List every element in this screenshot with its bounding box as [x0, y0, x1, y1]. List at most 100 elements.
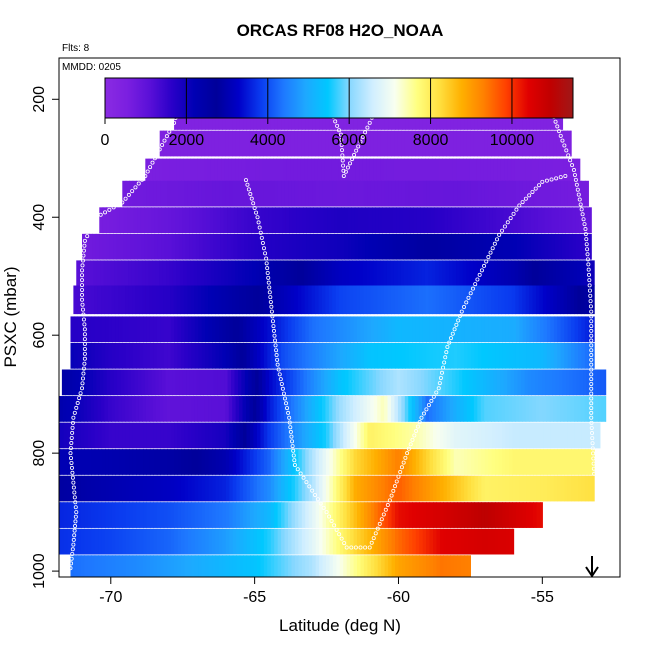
- x-tick-label: -65: [243, 589, 266, 606]
- heat-cell: [317, 158, 322, 182]
- heat-cell: [191, 180, 196, 207]
- heat-cell: [518, 260, 523, 287]
- heat-cell: [167, 422, 172, 449]
- track-point: [482, 263, 487, 268]
- track-point: [592, 471, 597, 476]
- heat-cell: [73, 422, 79, 449]
- heat-cell: [405, 316, 410, 343]
- heat-cell: [290, 285, 295, 315]
- heat-cell: [80, 555, 85, 577]
- track-point: [347, 161, 352, 166]
- heat-cell: [498, 396, 503, 422]
- heat-cell: [239, 130, 244, 157]
- heat-cell: [473, 285, 478, 315]
- heat-cell: [281, 342, 286, 369]
- heat-cell: [335, 396, 340, 422]
- track-point: [360, 135, 365, 140]
- track-point: [383, 507, 388, 512]
- track-point: [275, 357, 280, 362]
- heat-cell: [439, 449, 444, 475]
- heat-cell: [218, 130, 223, 157]
- heat-cell: [357, 180, 362, 207]
- heat-cell: [321, 260, 326, 287]
- heat-cell: [218, 316, 224, 343]
- track-point: [408, 442, 413, 447]
- heat-cell: [302, 233, 308, 260]
- heat-cell: [447, 207, 453, 234]
- heat-cell: [204, 285, 209, 315]
- heat-cell: [584, 396, 589, 422]
- heat-cell: [526, 502, 531, 528]
- track-point: [350, 157, 355, 162]
- heat-cell: [77, 475, 82, 502]
- heat-cell: [256, 130, 261, 157]
- track-point: [387, 498, 392, 503]
- heat-cell: [63, 396, 68, 422]
- heat-cell: [160, 528, 165, 555]
- track-point: [266, 275, 271, 280]
- heat-cell: [251, 233, 256, 260]
- heat-cell: [211, 130, 216, 157]
- heat-cell: [548, 369, 553, 396]
- heat-cell: [227, 369, 232, 396]
- heat-cell: [477, 316, 482, 343]
- heat-cell: [418, 396, 423, 422]
- heat-cell: [474, 316, 479, 343]
- heat-cell: [542, 396, 547, 422]
- heat-cell: [466, 285, 471, 315]
- heat-cell: [390, 396, 396, 422]
- heat-cell: [353, 285, 358, 315]
- heat-cell: [277, 475, 282, 502]
- track-point: [70, 470, 75, 475]
- heat-cell: [329, 528, 334, 555]
- heat-cell: [545, 158, 550, 182]
- heat-cell: [489, 369, 495, 396]
- heat-cell: [108, 475, 113, 502]
- heat-cell: [498, 180, 503, 207]
- heat-cell: [497, 260, 502, 287]
- heat-cell: [495, 528, 500, 555]
- heat-cell: [160, 502, 165, 528]
- heat-cell: [359, 260, 364, 287]
- heat-cell: [323, 233, 328, 260]
- heat-cell: [87, 449, 92, 475]
- heat-cell: [235, 130, 240, 157]
- heat-cell: [132, 422, 137, 449]
- heat-cell: [388, 502, 393, 528]
- heat-cell: [147, 207, 152, 234]
- heat-cell: [395, 422, 400, 449]
- heat-cell: [132, 342, 137, 369]
- heat-cell: [166, 396, 171, 422]
- heat-cell: [581, 475, 586, 502]
- heat-cell: [298, 555, 303, 577]
- heat-cell: [472, 233, 477, 260]
- heat-cell: [277, 555, 282, 577]
- heat-cell: [593, 369, 598, 396]
- heat-cell: [212, 316, 217, 343]
- heat-cell: [271, 207, 276, 234]
- heat-cell: [481, 342, 486, 369]
- track-point: [71, 480, 76, 485]
- track-point: [82, 351, 87, 356]
- heat-cell: [415, 502, 420, 528]
- y-tick-label: 200: [31, 86, 48, 113]
- heat-cell: [388, 422, 393, 449]
- heat-cell: [490, 158, 495, 182]
- heat-cell: [60, 528, 65, 555]
- heat-cell: [208, 475, 213, 502]
- heat-cell: [177, 555, 182, 577]
- heat-cell: [132, 449, 137, 475]
- heat-cell: [332, 180, 337, 207]
- heat-cell: [363, 528, 369, 555]
- heat-cell: [385, 207, 390, 234]
- heat-cell: [300, 260, 305, 287]
- heat-cell: [564, 422, 569, 449]
- heat-cell: [397, 158, 402, 182]
- heat-cell: [415, 342, 420, 369]
- heat-cell: [236, 316, 241, 343]
- track-point: [439, 370, 444, 375]
- heat-cell: [442, 130, 447, 157]
- heat-cell: [346, 502, 351, 528]
- heat-cell: [294, 528, 299, 555]
- heat-cell: [143, 180, 148, 207]
